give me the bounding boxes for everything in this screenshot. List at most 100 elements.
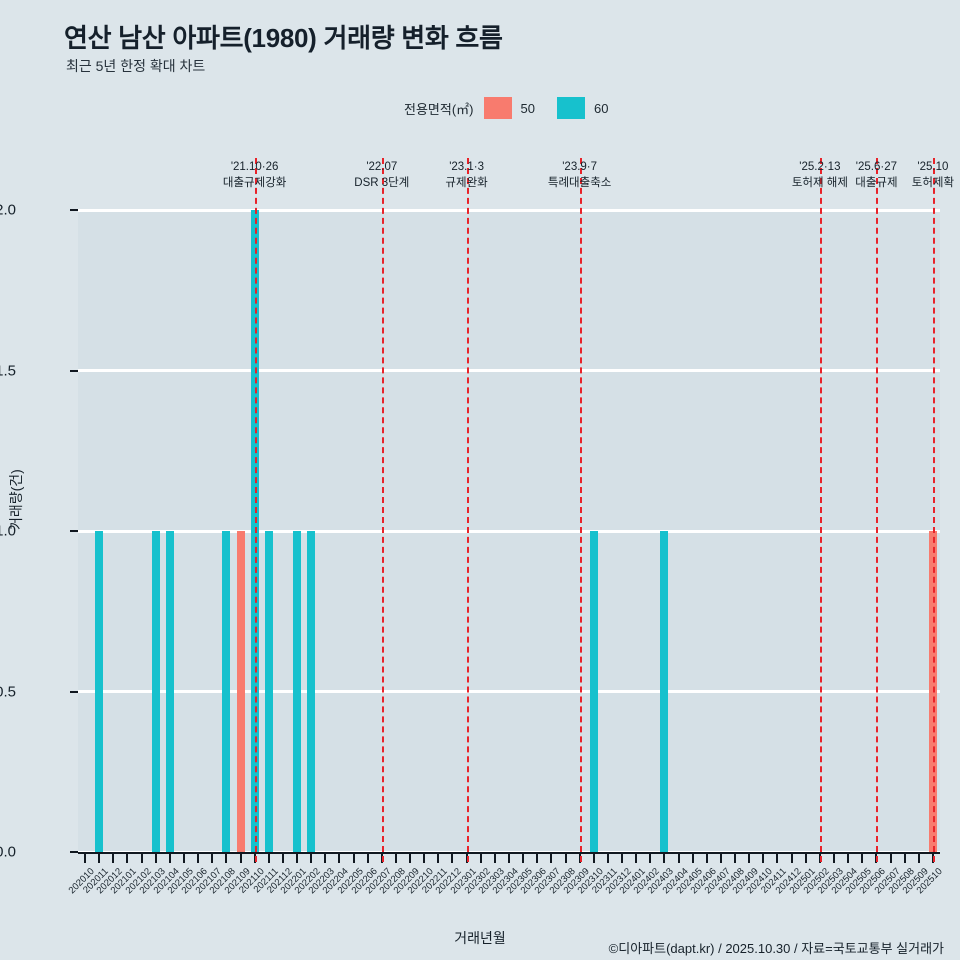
x-axis-label: 거래년월 — [454, 930, 506, 946]
legend-label-60: 60 — [593, 100, 609, 116]
x-tick — [691, 854, 694, 863]
gridline — [78, 690, 940, 693]
y-tick-label: 2.0 — [0, 201, 16, 219]
chart-legend: 전용면적(㎡) 50 60 — [404, 96, 608, 120]
bar[interactable] — [293, 531, 302, 852]
y-tick-label: 1.0 — [0, 522, 16, 540]
x-tick — [168, 854, 171, 863]
event-annotation-date: '25.2·13 — [799, 161, 841, 173]
y-tick-label: 1.5 — [0, 362, 16, 379]
event-annotation-text: 특례대출축소 — [547, 177, 612, 189]
bar[interactable] — [151, 531, 160, 852]
x-tick — [98, 854, 101, 863]
event-annotation: '25.2·13 토허제 해제 — [760, 160, 880, 191]
x-tick — [451, 854, 454, 863]
x-tick — [705, 854, 708, 863]
event-annotation-text: 토허제확 — [911, 177, 955, 189]
event-annotation: '21.10·26 대출규제강화 — [195, 160, 315, 191]
x-tick — [592, 854, 595, 863]
x-tick — [833, 854, 836, 863]
y-tick — [70, 530, 78, 532]
legend-swatch-50 — [483, 97, 512, 119]
bar[interactable] — [307, 531, 316, 852]
event-annotation-text: 대출규제강화 — [222, 177, 287, 189]
bar[interactable] — [660, 531, 669, 852]
x-tick — [663, 854, 666, 863]
x-tick — [437, 854, 440, 863]
event-annotation: '25.10 토허제확 — [873, 160, 960, 191]
x-tick — [493, 854, 496, 863]
event-annotation: '22.07 DSR 3단계 — [322, 160, 442, 191]
x-tick — [310, 854, 313, 863]
x-tick — [197, 854, 200, 863]
x-tick — [889, 854, 892, 863]
x-tick — [479, 854, 482, 863]
event-line — [932, 158, 935, 862]
legend-label-50: 50 — [520, 100, 535, 116]
event-line — [381, 158, 384, 862]
x-tick — [522, 854, 525, 863]
event-annotation-date: '23.9·7 — [562, 161, 598, 173]
event-line — [876, 158, 879, 862]
x-tick — [296, 854, 299, 863]
event-line — [254, 158, 257, 862]
x-tick — [225, 854, 228, 863]
event-annotation: '23.1·3 규제완화 — [407, 160, 527, 191]
page-title: 연산 남산 아파트(1980) 거래량 변화 흐름 — [64, 23, 503, 53]
x-tick — [267, 854, 270, 863]
gridline — [78, 369, 940, 372]
y-tick — [70, 690, 78, 693]
bar[interactable] — [236, 531, 245, 852]
event-annotation-date: '21.10·26 — [230, 161, 279, 173]
x-tick — [324, 854, 327, 863]
event-annotation-date: '25.10 — [917, 161, 949, 173]
x-tick — [606, 854, 609, 863]
bar[interactable] — [95, 531, 104, 852]
x-tick — [776, 854, 779, 863]
x-tick — [84, 854, 87, 863]
x-tick — [366, 854, 369, 863]
y-axis-label: 거래량(건) — [8, 469, 24, 530]
x-tick — [635, 854, 638, 863]
x-tick — [508, 854, 510, 863]
event-annotation-date: '25.6·27 — [855, 161, 897, 173]
x-tick — [112, 854, 115, 863]
event-line — [579, 158, 582, 862]
event-line — [819, 158, 822, 862]
x-tick — [790, 854, 793, 863]
x-tick — [719, 854, 722, 863]
x-tick — [677, 854, 680, 863]
x-tick — [352, 854, 355, 863]
legend-swatch-60 — [556, 97, 585, 119]
x-tick — [621, 854, 624, 863]
bar[interactable] — [589, 531, 598, 852]
bar[interactable] — [165, 531, 174, 852]
x-tick — [126, 854, 129, 863]
bar[interactable] — [222, 531, 231, 852]
event-line — [466, 158, 469, 862]
y-tick-label: 0.5 — [0, 683, 16, 700]
y-tick — [70, 851, 78, 853]
event-annotation-date: '23.1·3 — [449, 161, 484, 173]
event-annotation-date: '22.07 — [366, 161, 398, 173]
y-tick — [70, 369, 78, 372]
footer-credit: ©디아파트(dapt.kr) / 2025.10.30 / 자료=국토교통부 실… — [608, 941, 944, 956]
x-tick — [154, 854, 157, 863]
x-tick — [847, 854, 850, 863]
y-tick — [70, 209, 78, 211]
event-annotation-text: DSR 3단계 — [354, 177, 410, 189]
legend-title: 전용면적(㎡) — [404, 101, 474, 117]
x-tick — [409, 854, 412, 863]
x-tick — [804, 854, 807, 863]
y-tick-label: 0.0 — [0, 843, 16, 861]
bar[interactable] — [264, 531, 273, 852]
x-tick — [423, 854, 426, 863]
x-axis-line — [78, 852, 940, 854]
x-tick — [762, 854, 765, 863]
x-tick — [281, 854, 284, 863]
gridline — [78, 208, 940, 212]
x-tick — [338, 854, 341, 863]
x-tick — [861, 854, 864, 863]
x-tick — [649, 854, 652, 863]
